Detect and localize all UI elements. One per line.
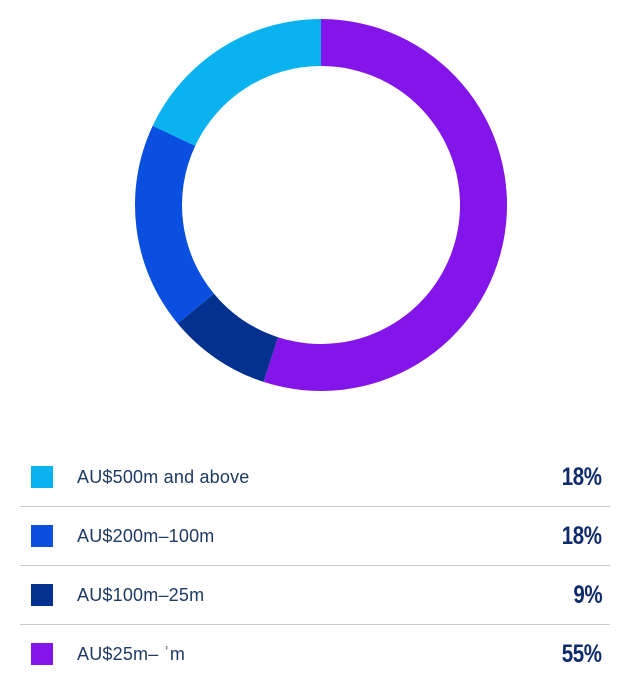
footer-strip: [0, 678, 638, 689]
legend-item: AU$500m and above 18%: [20, 448, 610, 507]
legend-label: AU$500m and above: [77, 466, 250, 487]
legend-value: 18%: [562, 521, 602, 550]
donut-slice: [177, 293, 279, 382]
donut-slice: [152, 19, 321, 146]
legend-swatch: [31, 466, 53, 488]
legend-value: 55%: [562, 639, 602, 668]
legend-swatch: [31, 525, 53, 547]
legend-item: AU$200m–100m 18%: [20, 507, 610, 566]
legend-label: AU$100m–25m: [77, 584, 205, 605]
donut-slice: [135, 125, 214, 324]
legend-label: AU$200m–100m: [77, 525, 215, 546]
legend-swatch: [31, 643, 53, 665]
donut-chart: [135, 19, 507, 391]
legend-item: AU$100m–25m 9%: [20, 566, 610, 625]
donut-slice: [263, 19, 507, 391]
chart-legend: AU$500m and above 18% AU$200m–100m 18% A…: [20, 448, 610, 684]
legend-label: AU$25m– ʾm: [77, 643, 186, 664]
legend-swatch: [31, 584, 53, 606]
legend-item: AU$25m– ʾm 55%: [20, 625, 610, 684]
legend-value: 9%: [573, 580, 602, 609]
legend-value: 18%: [562, 462, 602, 491]
